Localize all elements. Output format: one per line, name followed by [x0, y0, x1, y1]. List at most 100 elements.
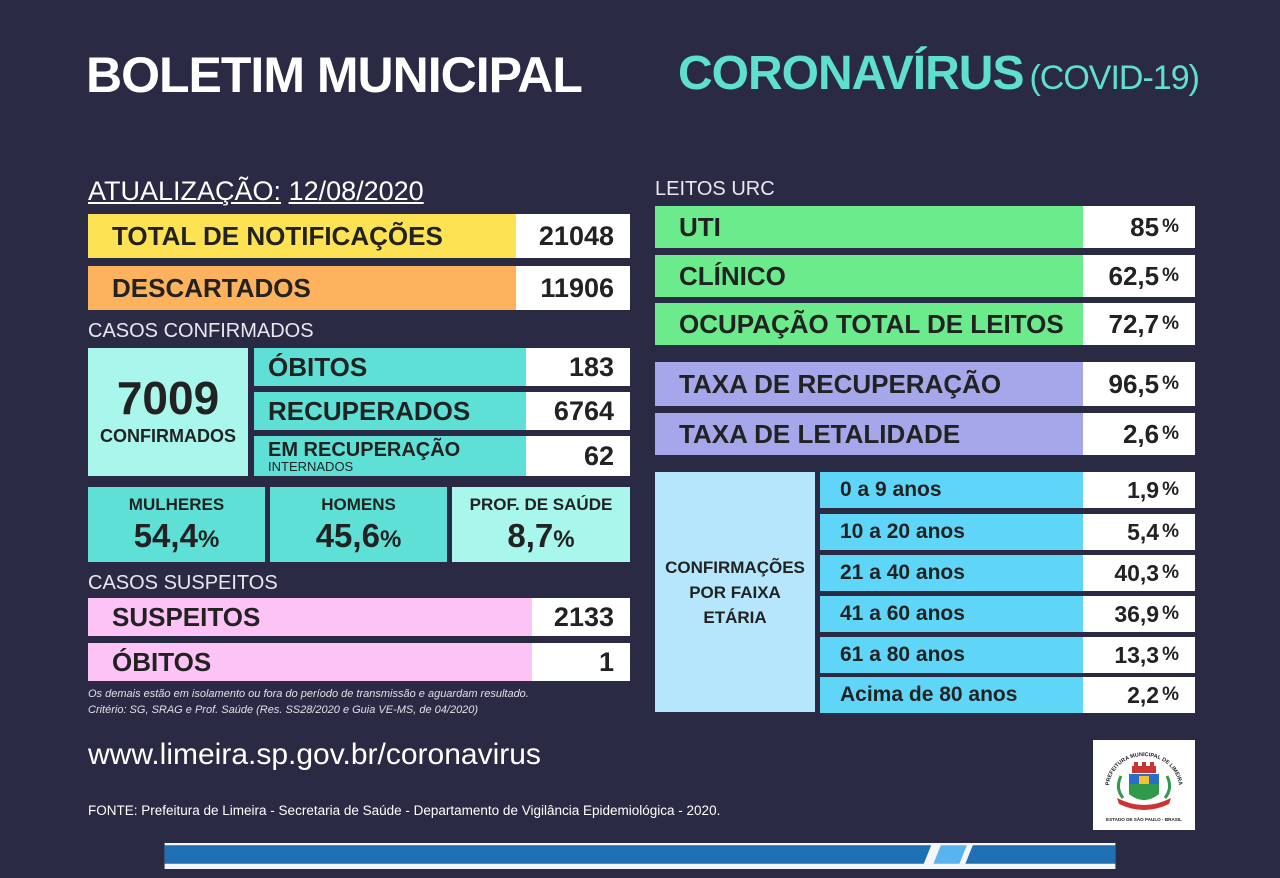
bulletin-title: BOLETIM MUNICIPAL: [86, 47, 583, 103]
men-label: HOMENS: [321, 495, 396, 514]
age-row-value: 40,3: [1114, 559, 1160, 586]
age-row: 21 a 40 anos 40,3%: [820, 555, 1195, 591]
age-row: 41 a 60 anos 36,9%: [820, 596, 1195, 632]
suspects-label: SUSPEITOS: [88, 598, 532, 636]
beds-total-value: 72,7: [1108, 308, 1160, 339]
beds-uti-bar: UTI 85%: [655, 206, 1195, 248]
lethality-rate-label: TAXA DE LETALIDADE: [655, 413, 1083, 455]
age-row-unit: %: [1162, 644, 1179, 665]
age-row-label: 10 a 20 anos: [820, 514, 1083, 550]
notifications-label: TOTAL DE NOTIFICAÇÕES: [88, 214, 516, 258]
age-row-label: 21 a 40 anos: [820, 555, 1083, 591]
men-value: 45,6: [315, 517, 380, 554]
footnote-line-2: Critério: SG, SRAG e Prof. Saúde (Res. S…: [88, 704, 479, 716]
suspects-section-title: CASOS SUSPEITOS: [88, 572, 278, 594]
update-label: ATUALIZAÇÃO:: [88, 176, 282, 206]
age-row: Acima de 80 anos 2,2%: [820, 677, 1195, 713]
recovering-sublabel: INTERNADOS: [268, 458, 354, 474]
recovery-rate-bar: TAXA DE RECUPERAÇÃO 96,5%: [655, 362, 1195, 406]
lethality-rate-bar: TAXA DE LETALIDADE 2,6%: [655, 413, 1195, 455]
coat-of-arms-icon: PREFEITURA MUNICIPAL DE LIMEIRA ESTADO D…: [1105, 752, 1183, 822]
suspect-deaths-value: 1: [532, 643, 630, 681]
website-link[interactable]: www.limeira.sp.gov.br/coronavirus: [88, 738, 541, 771]
age-row-label: 41 a 60 anos: [820, 596, 1083, 632]
beds-clinical-value: 62,5: [1108, 260, 1160, 291]
age-row-value: 2,2: [1127, 681, 1160, 708]
confirmed-total-box: 7009 CONFIRMADOS: [88, 348, 248, 476]
beds-uti-unit: %: [1162, 216, 1179, 237]
covid-title-paren: (COVID-19): [1029, 59, 1199, 97]
recovery-rate-value: 96,5: [1108, 368, 1160, 399]
lethality-rate-unit: %: [1162, 423, 1179, 444]
health-workers-value: 8,7: [507, 517, 554, 554]
recovered-label: RECUPERADOS: [254, 392, 526, 430]
beds-clinical-bar: CLÍNICO 62,5%: [655, 255, 1195, 297]
notifications-value: 21048: [516, 214, 630, 258]
source-text: FONTE: Prefeitura de Limeira - Secretari…: [88, 803, 721, 818]
age-row-label: 0 a 9 anos: [820, 472, 1083, 508]
suspect-deaths-bar: ÓBITOS 1: [88, 643, 630, 681]
health-workers-box: PROF. DE SAÚDE 8,7%: [452, 487, 630, 562]
discarded-value: 11906: [516, 266, 630, 310]
beds-section-title: LEITOS URC: [655, 178, 775, 200]
age-row-value: 36,9: [1114, 600, 1160, 627]
women-box: MULHERES 54,4%: [88, 487, 265, 562]
health-workers-unit: %: [553, 526, 575, 553]
recovery-rate-unit: %: [1162, 373, 1179, 394]
confirmed-total-label: CONFIRMADOS: [100, 426, 236, 446]
beds-total-bar: OCUPAÇÃO TOTAL DE LEITOS 72,7%: [655, 303, 1195, 345]
age-row-value: 1,9: [1127, 476, 1160, 503]
suspects-bar: SUSPEITOS 2133: [88, 598, 630, 636]
age-row: 10 a 20 anos 5,4%: [820, 514, 1195, 550]
lethality-rate-value: 2,6: [1122, 418, 1160, 449]
age-row: 61 a 80 anos 13,3%: [820, 637, 1195, 673]
health-workers-label: PROF. DE SAÚDE: [469, 495, 613, 514]
age-row: 0 a 9 anos 1,9%: [820, 472, 1195, 508]
women-unit: %: [197, 526, 220, 553]
suspect-deaths-label: ÓBITOS: [88, 643, 532, 681]
age-title-box: CONFIRMAÇÕES POR FAIXA ETÁRIA: [655, 472, 815, 712]
footnote: Os demais estão em isolamento ou fora do…: [88, 686, 529, 718]
recovered-value: 6764: [526, 392, 630, 430]
age-row-value: 5,4: [1127, 518, 1160, 545]
beds-total-unit: %: [1162, 313, 1179, 334]
confirmed-total: 7009: [116, 372, 220, 424]
age-row-unit: %: [1162, 603, 1179, 624]
men-unit: %: [379, 526, 402, 553]
age-title-line-1: CONFIRMAÇÕES: [665, 557, 805, 577]
update-date: 12/08/2020: [288, 176, 424, 206]
notifications-bar: TOTAL DE NOTIFICAÇÕES 21048: [88, 214, 630, 258]
beds-clinical-unit: %: [1162, 265, 1179, 286]
age-row-value: 13,3: [1114, 641, 1160, 668]
city-logo: PREFEITURA MUNICIPAL DE LIMEIRA ESTADO D…: [1093, 740, 1195, 830]
bottom-stripe-decoration: [164, 843, 1116, 869]
covid-title: CORONAVÍRUS (COVID-19): [678, 46, 1200, 101]
confirmed-deaths-bar: ÓBITOS 183: [254, 348, 630, 386]
age-row-unit: %: [1162, 684, 1179, 705]
covid-title-main: CORONAVÍRUS: [678, 47, 1024, 100]
confirmed-deaths-label: ÓBITOS: [254, 348, 526, 386]
age-row-unit: %: [1162, 521, 1179, 542]
discarded-label: DESCARTADOS: [88, 266, 516, 310]
logo-bottom-text: ESTADO DE SÃO PAULO - BRASIL: [1106, 816, 1182, 822]
beds-total-label: OCUPAÇÃO TOTAL DE LEITOS: [655, 303, 1083, 345]
suspects-value: 2133: [532, 598, 630, 636]
age-row-label: 61 a 80 anos: [820, 637, 1083, 673]
update-line: ATUALIZAÇÃO: 12/08/2020: [88, 176, 424, 207]
recovering-bar: EM RECUPERAÇÃO INTERNADOS 62: [254, 436, 630, 476]
discarded-bar: DESCARTADOS 11906: [88, 266, 630, 310]
beds-uti-label: UTI: [655, 206, 1083, 248]
confirmed-section-title: CASOS CONFIRMADOS: [88, 320, 314, 342]
confirmed-deaths-value: 183: [526, 348, 630, 386]
age-row-unit: %: [1162, 562, 1179, 583]
recovered-bar: RECUPERADOS 6764: [254, 392, 630, 430]
women-value: 54,4: [133, 517, 198, 554]
age-title-line-2: POR FAIXA: [689, 582, 781, 602]
beds-clinical-label: CLÍNICO: [655, 255, 1083, 297]
age-title-line-3: ETÁRIA: [703, 607, 767, 627]
beds-uti-value: 85: [1130, 211, 1160, 242]
recovering-label: EM RECUPERAÇÃO: [268, 438, 461, 461]
age-row-label: Acima de 80 anos: [820, 677, 1083, 713]
recovering-value: 62: [526, 436, 630, 476]
age-row-unit: %: [1162, 479, 1179, 500]
